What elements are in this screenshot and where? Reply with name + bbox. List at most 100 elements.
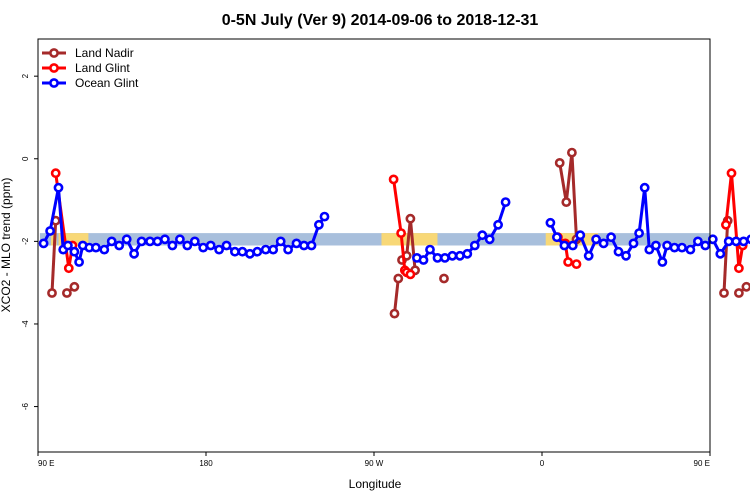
data-point <box>205 240 216 251</box>
series-line <box>724 173 745 269</box>
data-point <box>167 240 178 251</box>
data-point <box>693 236 703 247</box>
data-point <box>388 174 399 185</box>
data-point <box>571 259 582 269</box>
data-point <box>91 242 101 253</box>
y-tick-label: -2 <box>21 237 30 245</box>
data-point <box>214 244 224 255</box>
data-point <box>319 211 330 222</box>
data-point <box>252 246 263 257</box>
data-point <box>731 236 741 247</box>
series-line <box>558 152 578 240</box>
data-point <box>639 182 650 193</box>
data-point <box>306 240 317 251</box>
y-tick-label: -6 <box>21 402 30 410</box>
legend-marker <box>49 63 59 73</box>
legend-label: Ocean Glint <box>75 76 139 90</box>
data-point <box>669 242 680 253</box>
data-point <box>283 244 293 255</box>
legend-item-land-nadir: Land Nadir <box>42 46 134 60</box>
data-point <box>405 213 416 224</box>
data-point <box>405 269 416 280</box>
data-point <box>114 240 125 251</box>
data-point <box>237 246 248 257</box>
data-point <box>746 234 750 245</box>
data-point <box>268 244 279 255</box>
data-point <box>621 250 631 261</box>
data-point <box>393 273 404 284</box>
y-tick-label: 2 <box>21 73 30 78</box>
data-point <box>677 242 687 253</box>
series-ocean-glint <box>38 182 750 267</box>
data-point <box>561 197 572 207</box>
data-point <box>38 238 49 249</box>
data-point <box>657 257 668 267</box>
data-point <box>598 238 609 249</box>
data-point <box>62 288 72 298</box>
data-point <box>613 246 624 257</box>
data-point <box>45 226 55 236</box>
data-point <box>69 281 80 292</box>
x-tick-label: 180 <box>199 459 213 468</box>
data-point <box>741 281 750 292</box>
series-line <box>722 220 730 294</box>
data-point <box>198 242 209 253</box>
x-axis: 90 E 180 90 W 0 90 E <box>37 452 711 468</box>
data-point <box>63 240 73 251</box>
x-tick-label: 90 E <box>38 459 54 468</box>
data-point <box>106 236 117 247</box>
data-point <box>552 232 562 243</box>
data-point <box>477 230 488 241</box>
data-point <box>99 244 110 255</box>
data-point <box>545 217 556 228</box>
data-point <box>575 230 586 241</box>
x-tick-label: 90 E <box>694 459 710 468</box>
legend-item-land-glint: Land Glint <box>42 61 130 75</box>
legend-marker <box>49 78 59 88</box>
y-tick-label: -4 <box>21 320 30 328</box>
data-point <box>159 234 170 245</box>
data-point <box>628 238 639 249</box>
data-point <box>554 157 565 168</box>
series-layer <box>38 147 750 319</box>
data-point <box>734 288 744 298</box>
data-point <box>484 234 495 245</box>
legend-label: Land Nadir <box>75 46 134 60</box>
data-point <box>439 273 449 284</box>
y-axis-label: XCO2 - MLO trend (ppm) <box>0 178 13 313</box>
data-point <box>69 246 80 257</box>
data-point <box>145 236 155 247</box>
data-point <box>275 236 286 247</box>
data-point <box>439 252 450 263</box>
data-point <box>606 232 616 243</box>
y-axis: 2 0 -2 -4 -6 <box>21 73 38 410</box>
chart-title: 0-5N July (Ver 9) 2014-09-06 to 2018-12-… <box>222 12 539 29</box>
data-point <box>313 219 324 230</box>
data-point <box>583 250 594 261</box>
data-point <box>721 219 731 230</box>
data-point <box>74 257 84 267</box>
x-axis-label: Longitude <box>349 477 402 491</box>
data-point <box>651 240 661 251</box>
data-point <box>447 250 458 261</box>
data-point <box>189 236 200 247</box>
data-point <box>53 182 64 193</box>
data-point <box>129 248 139 259</box>
data-point <box>559 240 570 251</box>
data-point <box>396 228 406 238</box>
data-point <box>685 244 696 255</box>
data-point <box>500 197 511 207</box>
legend-marker <box>49 48 59 58</box>
data-point <box>221 240 232 251</box>
x-tick-label: 90 W <box>365 459 384 468</box>
data-point <box>454 250 465 261</box>
data-point <box>700 240 711 251</box>
data-point <box>644 244 655 255</box>
legend-item-ocean-glint: Ocean Glint <box>42 76 139 90</box>
data-point <box>567 240 578 251</box>
data-point <box>174 234 185 245</box>
data-point <box>260 244 271 255</box>
data-point <box>738 236 749 247</box>
